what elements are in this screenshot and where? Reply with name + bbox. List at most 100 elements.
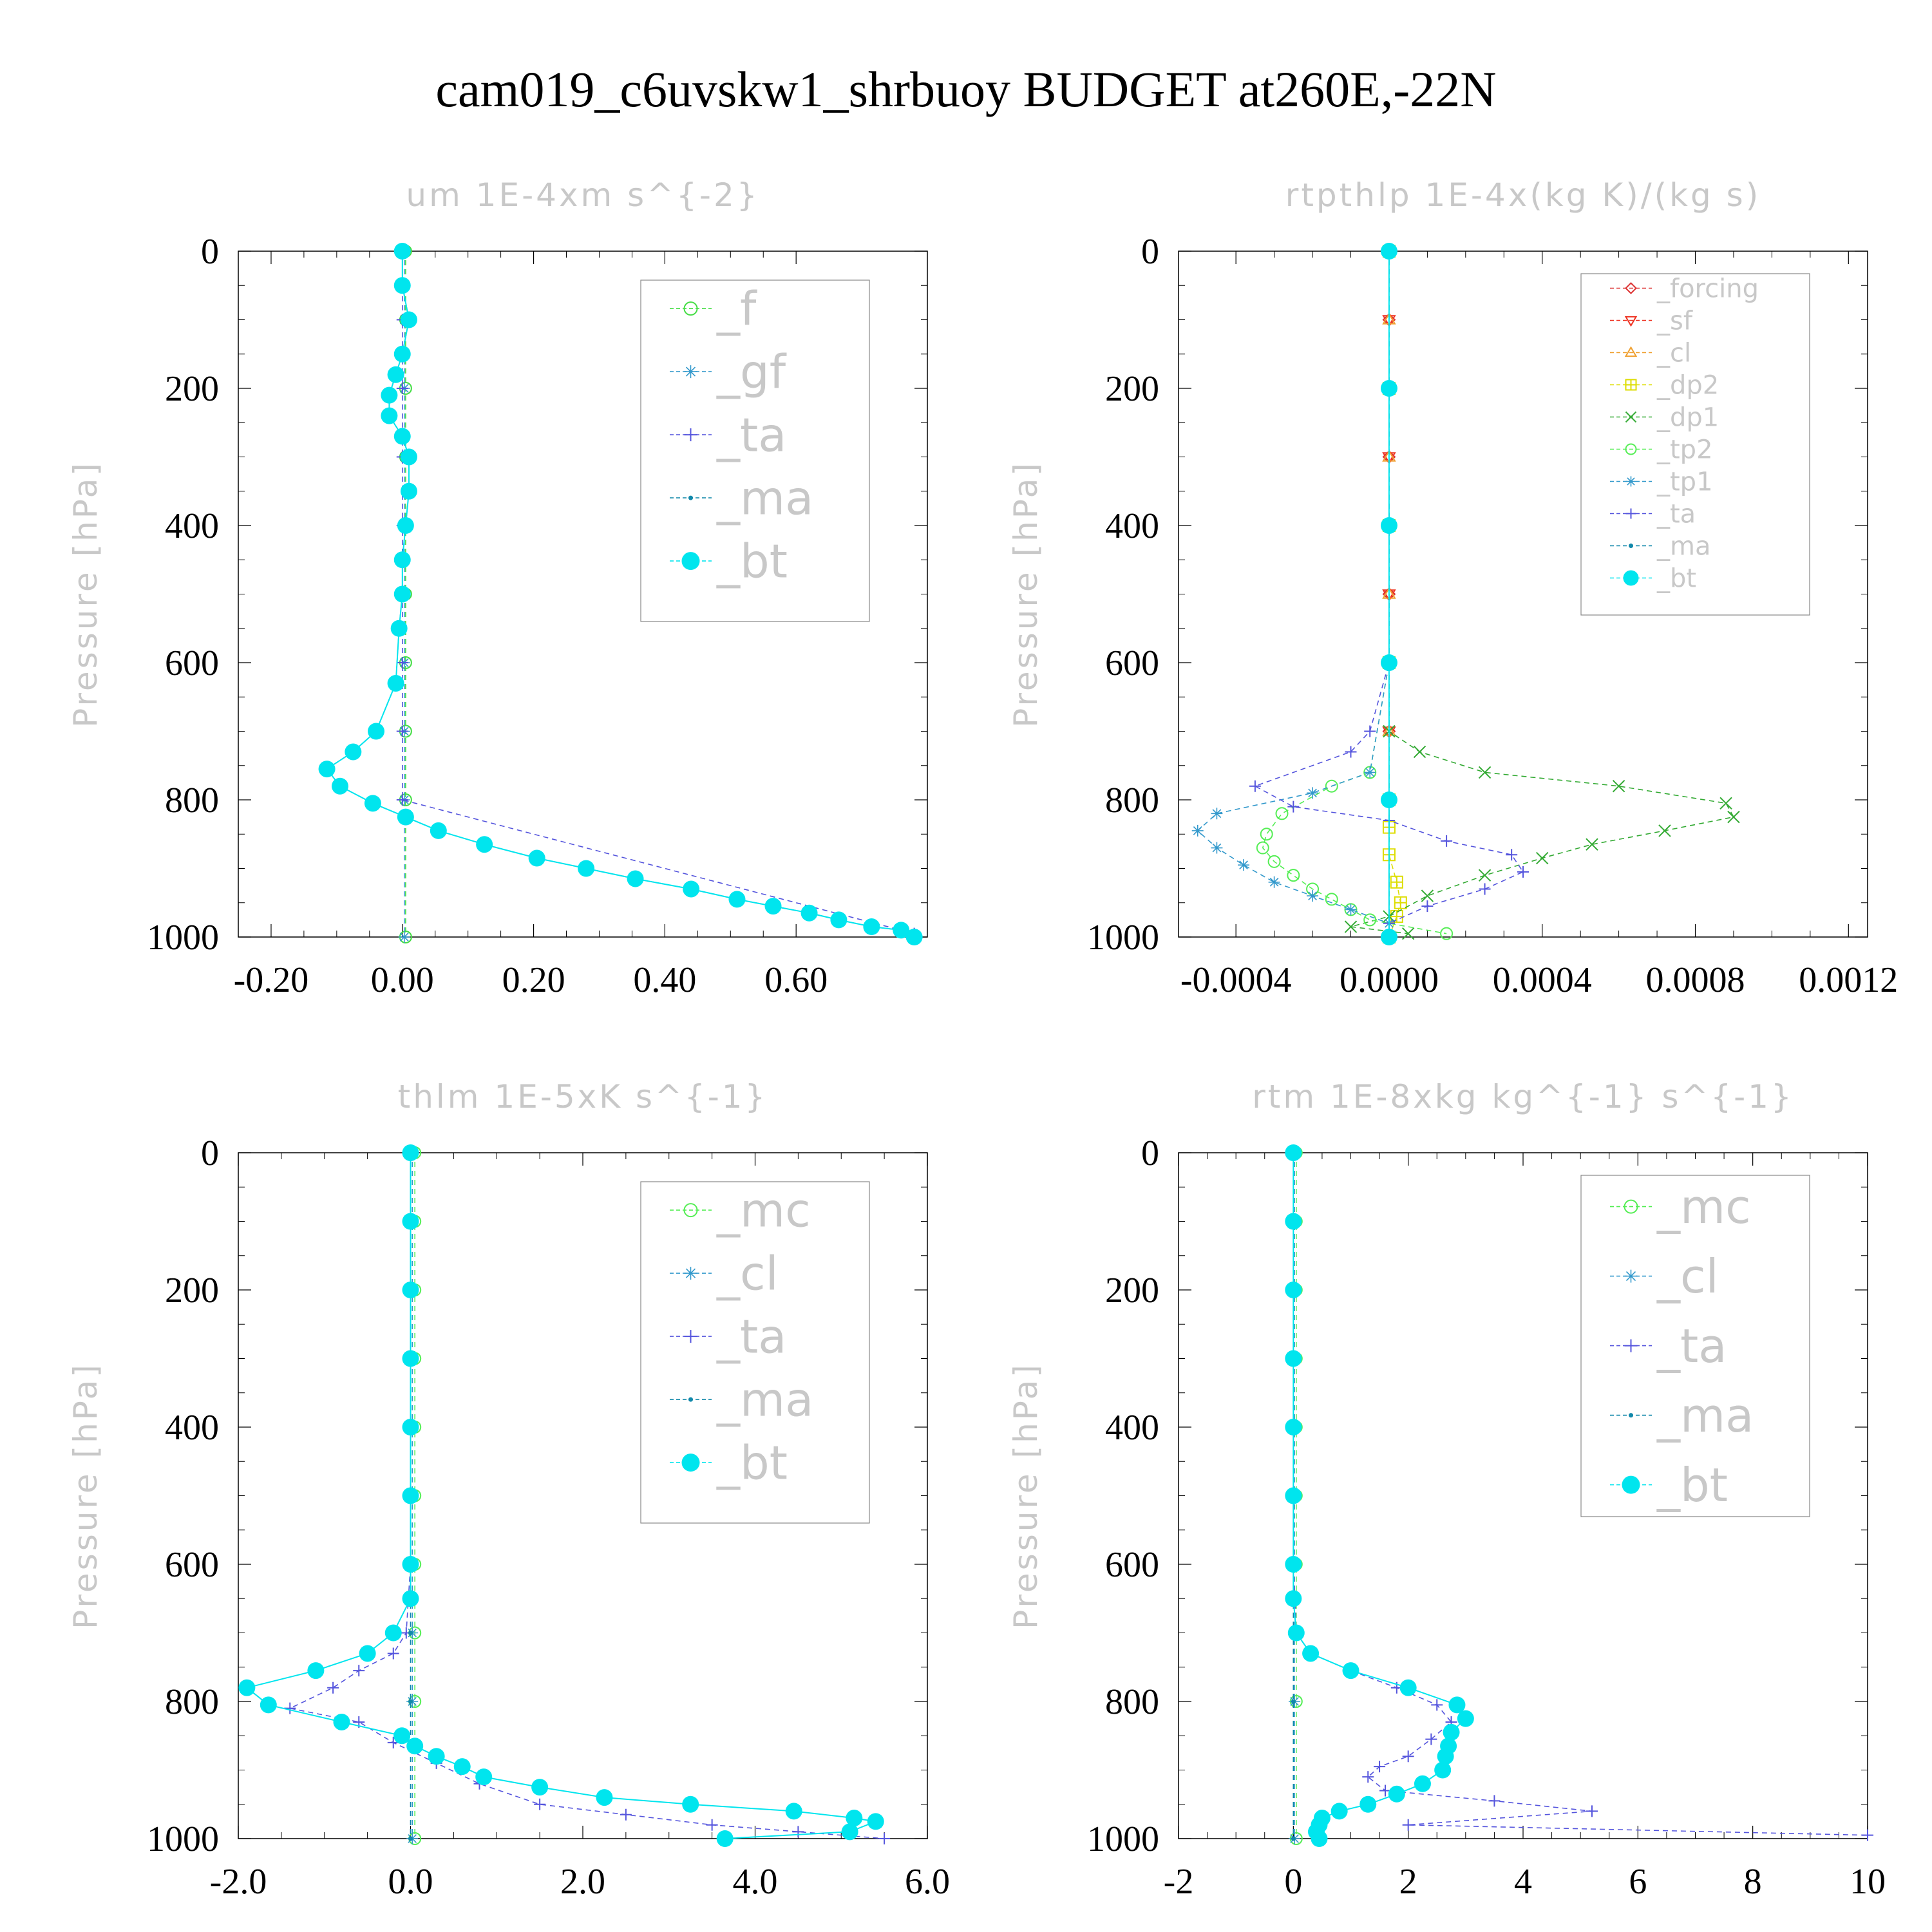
y-tick-label: 1000	[1087, 918, 1159, 958]
data-point-bt	[400, 482, 417, 500]
data-point-bt	[475, 1768, 493, 1786]
legend-marker-gf	[684, 365, 697, 379]
y-tick-label: 1000	[147, 1819, 219, 1859]
data-point-dp1	[1586, 838, 1598, 851]
y-tick-label: 0	[201, 232, 219, 272]
data-point-ta	[534, 1798, 546, 1810]
data-point-ta	[396, 657, 408, 668]
legend-box	[1580, 273, 1810, 616]
legend-marker-f	[683, 301, 698, 316]
panel-title: rtpthlp 1E-4x(kg K)/(kg s)	[1285, 176, 1761, 214]
data-point-bt	[397, 808, 414, 826]
data-point-bt	[402, 1213, 419, 1230]
x-tick-label: 0.0012	[1799, 960, 1898, 1000]
data-point-bt	[393, 585, 411, 603]
data-point-tp2	[1267, 855, 1281, 868]
y-tick-label: 800	[1105, 1682, 1159, 1722]
chart-panel-2: rtpthlp 1E-4x(kg K)/(kg s) 0 200 400 600 800 1…	[1007, 176, 1898, 1000]
y-tick-label: 400	[1105, 506, 1159, 546]
legend-label: _ta	[716, 408, 786, 462]
data-point-tp1	[1307, 787, 1319, 799]
data-point-ma	[408, 1631, 413, 1635]
data-point-tp1	[1238, 859, 1250, 871]
data-point-gf	[398, 931, 410, 943]
data-point-tp2	[1363, 913, 1377, 927]
data-point-bt	[728, 891, 746, 908]
data-point-bt	[476, 836, 493, 853]
x-tick-label: 0.40	[633, 960, 696, 1000]
data-point-ta	[1506, 849, 1518, 861]
legend-label: _bt	[1656, 1458, 1728, 1512]
x-tick-label: 2.0	[560, 1862, 605, 1902]
data-point-bt	[393, 551, 411, 569]
data-point-tp2	[1440, 927, 1454, 940]
legend-marker-bt	[681, 1454, 700, 1472]
data-point-ma	[1291, 1836, 1296, 1841]
legend-label: _forcing	[1656, 274, 1759, 304]
data-point-bt	[393, 243, 411, 260]
data-point-ta	[387, 1647, 399, 1660]
data-point-bt	[345, 743, 362, 761]
legend-label: _mc	[1656, 1180, 1751, 1234]
data-point-ta	[1345, 746, 1357, 758]
legend-label: _bt	[1656, 564, 1696, 594]
data-point-bt	[428, 1748, 445, 1765]
data-point-dp1	[1413, 745, 1426, 759]
series-line-bt	[326, 251, 915, 938]
legend-label: _f	[716, 281, 757, 336]
data-point-tp2	[1325, 893, 1338, 906]
data-point-bt	[1285, 1144, 1302, 1161]
data-point-bt	[596, 1789, 613, 1806]
data-point-ta	[1374, 1761, 1386, 1773]
y-tick-label: 600	[165, 1545, 219, 1585]
data-point-bt	[1285, 1556, 1302, 1573]
legend-box	[640, 1181, 870, 1524]
y-axis-label: Pressure [hPa]	[67, 460, 104, 728]
data-point-bt	[1380, 791, 1397, 808]
x-tick-label: 0.0004	[1493, 960, 1592, 1000]
panel-title: rtm 1E-8xkg kg^{-1} s^{-1}	[1252, 1078, 1794, 1115]
x-tick-label: 0.0000	[1340, 960, 1439, 1000]
data-point-ta	[1488, 1795, 1501, 1807]
data-point-tp1	[1191, 824, 1204, 837]
y-tick-label: 600	[165, 643, 219, 683]
x-tick-label: -0.20	[234, 960, 309, 1000]
y-tick-label: 800	[165, 1682, 219, 1722]
legend-marker-ma	[688, 1397, 693, 1402]
data-point-bt	[578, 860, 595, 877]
y-tick-label: 600	[1105, 1545, 1159, 1585]
legend-label: _ta	[716, 1309, 786, 1363]
data-point-bt	[260, 1696, 277, 1714]
data-point-bt	[384, 1624, 402, 1642]
data-point-bt	[1285, 1487, 1302, 1504]
data-point-bt	[402, 1144, 419, 1161]
data-point-bt	[402, 1350, 419, 1367]
data-point-tp1	[1345, 904, 1357, 916]
data-point-tp2	[1287, 869, 1300, 882]
data-point-dp1	[1344, 920, 1358, 933]
legend-marker-ma	[688, 495, 693, 500]
legend-label: _ma	[716, 1372, 813, 1426]
data-point-ta	[1364, 725, 1376, 737]
x-tick-label: 10	[1850, 1862, 1886, 1902]
legend-label: _ta	[1656, 1319, 1727, 1373]
legend-label: _bt	[716, 1435, 788, 1490]
data-point-ta	[1249, 780, 1261, 792]
y-axis-label: Pressure [hPa]	[1007, 460, 1045, 728]
data-point-bt	[716, 1830, 734, 1847]
data-point-ma	[1291, 1699, 1296, 1704]
legend-marker-sf	[1624, 316, 1638, 327]
legend-label: _tp2	[1656, 435, 1713, 465]
data-point-ta	[1362, 1771, 1374, 1783]
data-point-tp1	[1268, 876, 1280, 888]
data-point-bt	[1434, 1761, 1452, 1779]
data-point-ta	[353, 1665, 365, 1677]
data-point-ta	[1431, 1699, 1443, 1711]
chart-panel-4: rtm 1E-8xkg kg^{-1} s^{-1} 0 200 400 600 800 1…	[1007, 1078, 1886, 1902]
legend-box	[640, 279, 870, 622]
data-point-tp1	[1307, 890, 1319, 902]
data-point-bt	[1359, 1795, 1377, 1813]
legend-marker-ma	[1629, 544, 1633, 548]
data-point-ta	[1517, 866, 1529, 878]
